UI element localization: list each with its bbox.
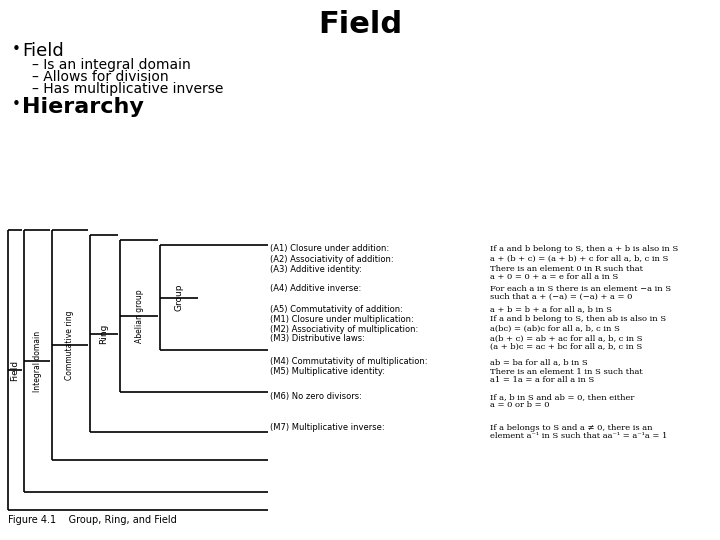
Text: There is an element 1 in S such that: There is an element 1 in S such that — [490, 368, 643, 376]
Text: If a belongs to S and a ≠ 0, there is an: If a belongs to S and a ≠ 0, there is an — [490, 424, 652, 432]
Text: Abelian group: Abelian group — [135, 289, 143, 343]
Text: Field: Field — [318, 10, 402, 39]
Text: Group: Group — [174, 284, 184, 311]
Text: – Is an integral domain: – Is an integral domain — [32, 58, 191, 72]
Text: ab = ba for all a, b in S: ab = ba for all a, b in S — [490, 358, 588, 366]
Text: Commutative ring: Commutative ring — [66, 310, 74, 380]
Text: (A1) Closure under addition:: (A1) Closure under addition: — [270, 245, 389, 253]
Text: element a⁻¹ in S such that aa⁻¹ = a⁻¹a = 1: element a⁻¹ in S such that aa⁻¹ = a⁻¹a =… — [490, 432, 667, 440]
Text: •: • — [12, 97, 21, 112]
Text: a(bc) = (ab)c for all a, b, c in S: a(bc) = (ab)c for all a, b, c in S — [490, 325, 620, 333]
Text: If a, b in S and ab = 0, then either: If a, b in S and ab = 0, then either — [490, 393, 634, 401]
Text: (A5) Commutativity of addition:: (A5) Commutativity of addition: — [270, 305, 403, 314]
Text: •: • — [12, 42, 21, 57]
Text: (M2) Associativity of multiplication:: (M2) Associativity of multiplication: — [270, 325, 418, 334]
Text: (M1) Closure under multiplication:: (M1) Closure under multiplication: — [270, 314, 414, 323]
Text: (M6) No zero divisors:: (M6) No zero divisors: — [270, 393, 362, 402]
Text: Field: Field — [22, 42, 64, 60]
Text: a + (b + c) = (a + b) + c for all a, b, c in S: a + (b + c) = (a + b) + c for all a, b, … — [490, 255, 668, 263]
Text: (M4) Commutativity of multiplication:: (M4) Commutativity of multiplication: — [270, 357, 428, 367]
Text: If a and b belong to S, then a + b is also in S: If a and b belong to S, then a + b is al… — [490, 245, 678, 253]
Text: For each a in S there is an element −a in S: For each a in S there is an element −a i… — [490, 285, 671, 293]
Text: Figure 4.1    Group, Ring, and Field: Figure 4.1 Group, Ring, and Field — [8, 515, 176, 525]
Text: such that a + (−a) = (−a) + a = 0: such that a + (−a) = (−a) + a = 0 — [490, 293, 632, 301]
Text: Field: Field — [11, 360, 19, 381]
Text: – Allows for division: – Allows for division — [32, 70, 168, 84]
Text: a + 0 = 0 + a = e for all a in S: a + 0 = 0 + a = e for all a in S — [490, 273, 618, 281]
Text: (a + b)c = ac + bc for all a, b, c in S: (a + b)c = ac + bc for all a, b, c in S — [490, 343, 642, 351]
Text: a = 0 or b = 0: a = 0 or b = 0 — [490, 401, 549, 409]
Text: Integral domain: Integral domain — [32, 330, 42, 392]
Text: Ring: Ring — [99, 323, 109, 343]
Text: – Has multiplicative inverse: – Has multiplicative inverse — [32, 82, 223, 96]
Text: (A3) Additive identity:: (A3) Additive identity: — [270, 265, 362, 273]
Text: (M7) Multiplicative inverse:: (M7) Multiplicative inverse: — [270, 423, 384, 433]
Text: (M3) Distributive laws:: (M3) Distributive laws: — [270, 334, 365, 343]
Text: a(b + c) = ab + ac for all a, b, c in S: a(b + c) = ab + ac for all a, b, c in S — [490, 335, 642, 343]
Text: (A2) Associativity of addition:: (A2) Associativity of addition: — [270, 254, 394, 264]
Text: If a and b belong to S, then ab is also in S: If a and b belong to S, then ab is also … — [490, 315, 666, 323]
Text: (A4) Additive inverse:: (A4) Additive inverse: — [270, 285, 361, 294]
Text: a + b = b + a for all a, b in S: a + b = b + a for all a, b in S — [490, 305, 612, 313]
Text: a1 = 1a = a for all a in S: a1 = 1a = a for all a in S — [490, 376, 594, 384]
Text: (M5) Multiplicative identity:: (M5) Multiplicative identity: — [270, 368, 385, 376]
Text: Hierarchy: Hierarchy — [22, 97, 144, 117]
Text: There is an element 0 in R such that: There is an element 0 in R such that — [490, 265, 643, 273]
